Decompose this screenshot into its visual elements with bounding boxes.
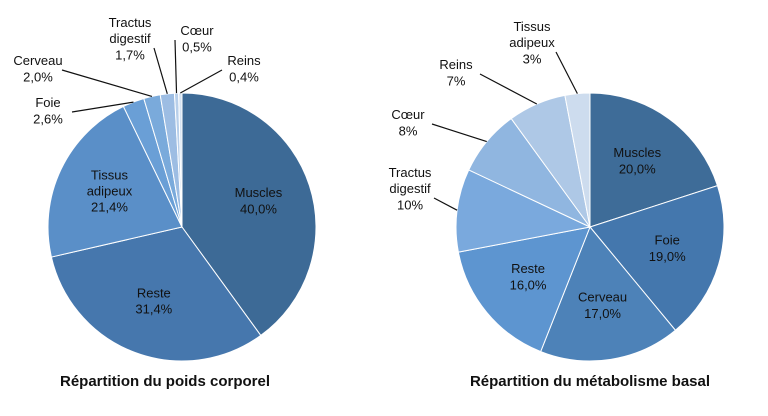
label-line: Foie	[655, 233, 680, 248]
pie-slice	[47, 105, 183, 258]
value-label: 8%	[399, 123, 418, 138]
pie-slice	[455, 169, 592, 253]
value-label: 2,6%	[33, 111, 63, 126]
label-line: Reins	[439, 57, 473, 72]
label-line: adipeux	[509, 35, 555, 50]
pie-slice	[457, 226, 591, 353]
label-line: Muscles	[235, 186, 283, 201]
label-line: Cœur	[391, 107, 425, 122]
leader-line	[180, 69, 223, 94]
pie-slice	[589, 92, 719, 228]
value-label: 20,0%	[619, 161, 656, 176]
value-label: 2,0%	[23, 69, 53, 84]
label-line: Reste	[511, 262, 545, 277]
leader-line	[555, 51, 578, 94]
value-label: 3%	[523, 51, 542, 66]
slice-label: Reste	[137, 286, 171, 301]
label-line: digestif	[109, 31, 151, 46]
pie-slice	[181, 92, 317, 337]
pie-slice	[540, 226, 677, 362]
chart-title: Répartition du poids corporel	[60, 373, 270, 390]
value-label: 31,4%	[135, 302, 172, 317]
value-label: 10%	[397, 197, 423, 212]
value-label: 7%	[447, 73, 466, 88]
label-line: Foie	[35, 95, 60, 110]
pie-slice	[50, 226, 262, 362]
pie-slice	[589, 184, 725, 331]
label-line: Cerveau	[578, 290, 627, 305]
value-label: 0,5%	[182, 39, 212, 54]
slice-label: Reste	[511, 262, 545, 277]
label-line: Cerveau	[13, 53, 62, 68]
chart-title: Répartition du métabolisme basal	[470, 373, 710, 390]
value-label: 17,0%	[584, 306, 621, 321]
value-label: 40,0%	[240, 202, 277, 217]
slice-label: Cœur	[180, 23, 214, 38]
label-line: Tissus	[91, 168, 129, 183]
value-label: 0,4%	[229, 69, 259, 84]
label-line: Tissus	[513, 19, 551, 34]
slice-label: Reins	[439, 57, 473, 72]
slice-label: Muscles	[613, 145, 661, 160]
label-line: Reste	[137, 286, 171, 301]
slice-label: Tractus digestif	[389, 165, 432, 196]
slice-label: Foie	[655, 233, 680, 248]
leader-line	[61, 69, 153, 97]
label-line: Cœur	[180, 23, 214, 38]
value-label: 16,0%	[510, 278, 547, 293]
label-line: adipeux	[87, 184, 133, 199]
label-line: Tractus	[389, 165, 432, 180]
slice-label: Muscles	[235, 186, 283, 201]
pie-slice	[564, 92, 591, 228]
leader-line	[174, 39, 178, 94]
label-line: Muscles	[613, 145, 661, 160]
leader-line	[153, 47, 168, 94]
label-line: Tractus	[109, 15, 152, 30]
slice-label: Tissus adipeux	[509, 19, 555, 50]
leader-line	[431, 123, 487, 143]
slice-label: Tractus digestif	[109, 15, 152, 46]
leader-line	[433, 197, 458, 211]
value-label: 21,4%	[91, 200, 128, 215]
slice-label: Cœur	[391, 107, 425, 122]
slice-label: Tissus adipeux	[87, 168, 133, 199]
leader-line	[71, 101, 134, 113]
label-line: Reins	[227, 53, 261, 68]
leader-line	[479, 73, 538, 105]
value-label: 19,0%	[649, 249, 686, 264]
slice-label: Cerveau	[13, 53, 62, 68]
label-line: digestif	[389, 181, 431, 196]
slice-label: Reins	[227, 53, 261, 68]
value-label: 1,7%	[115, 47, 145, 62]
slice-label: Cerveau	[578, 290, 627, 305]
slice-label: Foie	[35, 95, 60, 110]
